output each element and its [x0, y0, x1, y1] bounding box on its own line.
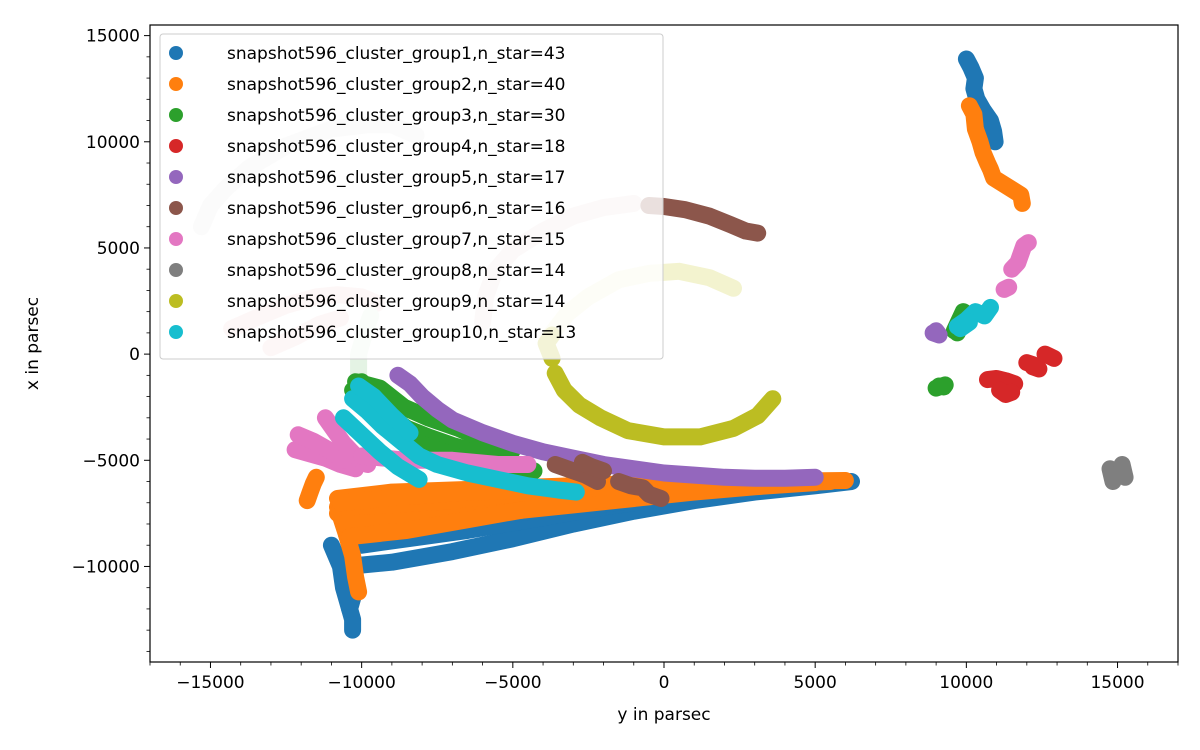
- legend-marker: [169, 325, 183, 339]
- x-tick-label: −10000: [327, 673, 395, 693]
- y-axis-label: x in parsec: [23, 297, 43, 390]
- legend-entry-label: snapshot596_cluster_group5,n_star=17: [227, 168, 565, 188]
- legend-marker: [169, 232, 183, 246]
- series-8-stream-2: [1113, 456, 1134, 486]
- x-axis-label: y in parsec: [617, 705, 710, 725]
- series-6-stream-3: [573, 453, 612, 480]
- x-tick-label: 5000: [794, 673, 837, 693]
- legend-entry-label: snapshot596_cluster_group1,n_star=43: [227, 44, 565, 64]
- series-7-stream-2: [289, 426, 352, 469]
- series-8-stream-1: [1101, 460, 1122, 490]
- legend-marker: [169, 77, 183, 91]
- x-tick-label: −5000: [484, 673, 542, 693]
- series-6-stream-1: [640, 197, 767, 242]
- legend-marker: [169, 294, 183, 308]
- legend-entry-label: snapshot596_cluster_group4,n_star=18: [227, 137, 565, 157]
- y-tick-label: −5000: [82, 451, 140, 471]
- y-tick-label: 10000: [86, 133, 140, 153]
- legend-entry-label: snapshot596_cluster_group10,n_star=13: [227, 323, 576, 343]
- x-tick-label: −15000: [176, 673, 244, 693]
- series-4-stream-2: [991, 381, 1021, 403]
- legend-marker: [169, 46, 183, 60]
- series-10-stream-3: [350, 377, 419, 442]
- legend-marker: [169, 139, 183, 153]
- series-2-stream-8: [960, 97, 1031, 212]
- legend-entry-label: snapshot596_cluster_group8,n_star=14: [227, 261, 565, 281]
- series-3-stream-4: [927, 376, 954, 397]
- y-tick-label: 5000: [97, 239, 140, 259]
- series-7-stream-6: [995, 278, 1018, 298]
- y-tick-label: −10000: [72, 557, 140, 577]
- series-6-stream-2: [546, 456, 606, 490]
- legend-entry-label: snapshot596_cluster_group3,n_star=30: [227, 106, 565, 126]
- series-2-stream-6: [341, 475, 779, 546]
- series-10-stream-1: [344, 390, 585, 501]
- series-1-stream-6: [957, 50, 1004, 151]
- data-marks-layer: [286, 50, 1134, 639]
- series-2-stream-1: [298, 468, 325, 510]
- legend-marker: [169, 263, 183, 277]
- legend-entry-label: snapshot596_cluster_group2,n_star=40: [227, 75, 565, 95]
- legend-marker: [169, 170, 183, 184]
- series-5-stream-1: [389, 366, 824, 487]
- series-10-stream-2: [335, 409, 428, 488]
- series-4-stream-3: [1018, 354, 1048, 378]
- series-9-stream-1: [546, 364, 782, 446]
- series-10-stream-5: [951, 313, 978, 338]
- series-6-stream-4: [610, 473, 670, 507]
- series-7-stream-5: [1003, 234, 1037, 278]
- series-5-stream-2: [924, 322, 948, 344]
- y-tick-label: 15000: [86, 27, 140, 47]
- legend-box: [159, 33, 664, 360]
- legend: snapshot596_cluster_group1,n_star=43snap…: [159, 33, 664, 360]
- legend-entry-label: snapshot596_cluster_group9,n_star=14: [227, 292, 565, 312]
- ticks-layer: −15000 −10000 −5000 0 5000 10000 15000 −10000 −5…: [72, 27, 1179, 693]
- y-tick-label: 0: [129, 345, 140, 365]
- x-tick-label: 15000: [1090, 673, 1144, 693]
- series-1-stream-5: [322, 536, 359, 618]
- legend-entry-label: snapshot596_cluster_group6,n_star=16: [227, 199, 565, 219]
- legend-entry-label: snapshot596_cluster_group7,n_star=15: [227, 230, 565, 250]
- x-tick-label: 10000: [939, 673, 993, 693]
- series-4-stream-4: [1036, 345, 1063, 367]
- x-tick-label: 0: [659, 673, 670, 693]
- legend-marker: [169, 201, 183, 215]
- legend-marker: [169, 108, 183, 122]
